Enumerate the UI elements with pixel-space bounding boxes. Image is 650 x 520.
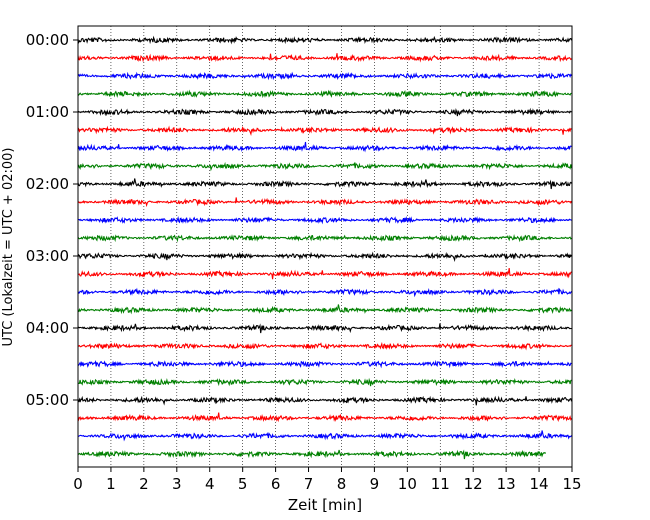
x-axis-ticks: 0 1 2 3 4 5 6 7 8 9 10 11 12 13 14 15 [73,467,582,493]
trace-line [77,71,572,81]
x-tick-label: 6 [271,475,281,493]
trace-line [77,395,573,406]
trace-line [77,430,572,442]
trace-line [77,268,572,280]
y-tick-label: 02:00 [26,175,69,193]
x-tick-label: 10 [398,475,417,493]
x-tick-label: 14 [530,475,549,493]
x-tick-label: 11 [431,475,450,493]
x-tick-label: 9 [370,475,380,493]
x-tick-label: 0 [73,475,83,493]
trace-line [77,323,572,334]
y-tick-label: 04:00 [26,319,69,337]
trace-line [77,449,547,460]
trace-line [77,53,572,63]
x-tick-label: 13 [497,475,516,493]
x-tick-label: 5 [238,475,248,493]
x-axis-label: Zeit [min] [288,496,362,514]
x-tick-label: 2 [139,475,149,493]
trace-line [77,161,573,172]
trace-line [77,178,572,190]
x-tick-label: 4 [205,475,215,493]
x-tick-label: 12 [464,475,483,493]
trace-line [77,216,572,225]
trace-line [77,251,572,262]
trace-line [77,341,572,351]
trace-line [77,287,572,298]
y-tick-label: 05:00 [26,391,69,409]
x-tick-label: 15 [562,475,581,493]
x-tick-label: 1 [106,475,116,493]
seismic-traces [77,35,573,460]
trace-line [77,359,572,369]
trace-line [77,141,572,153]
x-tick-label: 7 [304,475,314,493]
trace-line [77,125,572,137]
y-axis-ticks: 00:00 01:00 02:00 03:00 04:00 05:00 [26,31,78,409]
x-tick-label: 8 [337,475,347,493]
y-tick-label: 03:00 [26,247,69,265]
trace-line [78,197,573,208]
trace-line [77,107,572,117]
plot-frame [77,25,573,468]
trace-line [77,35,573,45]
trace-line [77,412,572,423]
trace-line [77,304,572,315]
y-tick-label: 00:00 [26,31,69,49]
plot-background [78,26,572,467]
y-axis-label: UTC (Lokalzeit = UTC + 02:00) [1,148,16,347]
y-tick-label: 01:00 [26,103,69,121]
trace-line [77,234,572,243]
x-tick-label: 3 [172,475,182,493]
trace-line [77,377,572,387]
trace-line [77,89,572,99]
